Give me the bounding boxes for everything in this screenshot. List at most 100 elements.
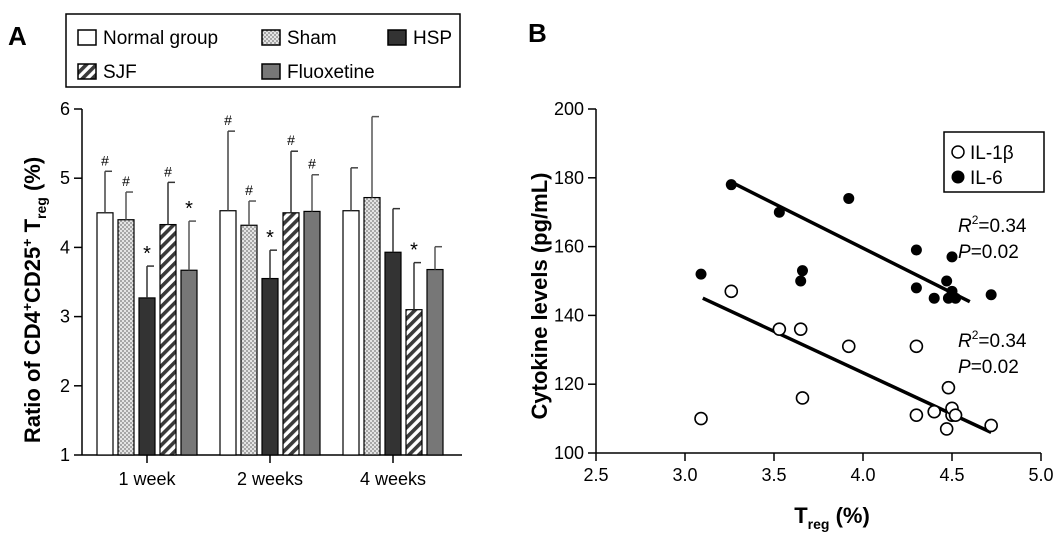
significance-mark: #	[122, 173, 130, 189]
legend-marker-open-circle	[951, 145, 965, 159]
significance-mark: #	[164, 163, 172, 179]
bar-fluoxetine	[426, 268, 444, 456]
legend-item-hsp: HSP	[387, 28, 452, 49]
y-tick-label: 4	[60, 237, 70, 257]
legend-label: SJF	[103, 62, 137, 83]
il-6-point	[795, 275, 807, 287]
legend-item-sham: Sham	[261, 28, 337, 49]
il-6-point	[928, 292, 940, 304]
panel-a-y-axis-label: Ratio of CD4+CD25+ Treg (%)	[19, 157, 49, 443]
legend-label: Normal group	[103, 28, 218, 49]
panel-b-plot	[694, 179, 998, 436]
panel-b-x-axis-label: Treg (%)	[794, 503, 870, 532]
il-1b-point	[939, 422, 954, 436]
bar-sjf	[159, 223, 177, 456]
il-6-point	[950, 292, 962, 304]
il-6-fit-annotation: R2=0.34 P=0.02	[958, 213, 1027, 263]
legend-item-normal-group: Normal group	[77, 28, 218, 49]
il-1b-point	[984, 418, 998, 433]
r-squared-label: R2=0.34	[958, 213, 1027, 237]
x-tick-label: 1 week	[118, 469, 176, 489]
panel-a-label: A	[8, 21, 27, 51]
bar-normal-group	[96, 212, 114, 456]
il-6-point	[695, 268, 707, 280]
il-6-regression-line	[728, 179, 971, 304]
y-tick-label: 120	[554, 374, 584, 394]
il-6-point	[773, 206, 785, 218]
il-1b-point	[772, 322, 787, 336]
legend-label: HSP	[413, 28, 452, 49]
legend-label: IL-1β	[970, 143, 1014, 164]
il-1b-point	[948, 408, 963, 422]
bar-normal-group	[219, 210, 237, 456]
il-6-point	[985, 289, 997, 301]
significance-mark: #	[287, 132, 295, 148]
x-tick-label: 4.5	[939, 465, 964, 485]
legend-swatch	[261, 63, 281, 80]
y-tick-label: 100	[554, 443, 584, 463]
panel-b-axes: 100 120 140 160 180 200 2.5 3.0 3.5 4.0 4.5 5.0	[554, 99, 1054, 485]
y-tick-label: 1	[60, 445, 70, 465]
significance-mark: *	[143, 243, 151, 265]
y-tick-label: 3	[60, 307, 70, 327]
il-1b-point	[927, 404, 942, 419]
r-squared-label: R2=0.34	[958, 328, 1027, 352]
bar-fluoxetine	[303, 210, 321, 456]
y-tick-label: 6	[60, 99, 70, 119]
bar-fluoxetine	[180, 269, 198, 456]
x-tick-label: 4 weeks	[360, 469, 426, 489]
legend-swatch	[77, 63, 97, 80]
legend-label: Sham	[287, 28, 337, 49]
bar-sjf	[405, 309, 423, 456]
y-tick-label: 160	[554, 237, 584, 257]
il-6-point	[941, 275, 953, 287]
significance-mark: #	[224, 112, 232, 128]
p-value-label: P=0.02	[958, 357, 1019, 378]
y-tick-label: 2	[60, 376, 70, 396]
panel-a-legend: Normal group Sham HSP SJF Fluoxetine	[65, 13, 461, 88]
il-1b-point	[795, 391, 810, 405]
legend-item-il-6: IL-6	[951, 168, 1003, 189]
legend-swatch	[387, 29, 407, 46]
il-6-point	[843, 192, 855, 204]
il-1b-point	[909, 408, 924, 422]
panel-a-bars: # # * # * # # * # # *	[96, 112, 444, 456]
il-1b-point	[694, 411, 708, 426]
significance-mark: #	[101, 152, 109, 168]
il-6-point	[910, 244, 922, 256]
panel-b-label: B	[528, 18, 547, 48]
significance-mark: *	[266, 227, 274, 249]
il-1b-point	[793, 322, 808, 336]
x-tick-label: 4.0	[850, 465, 875, 485]
il-6-point	[796, 265, 808, 277]
x-tick-label: 3.0	[672, 465, 697, 485]
significance-mark: #	[245, 182, 253, 198]
legend-label: Fluoxetine	[287, 62, 375, 83]
il-1b-point	[909, 339, 924, 354]
il-1b-regression-line	[702, 296, 992, 434]
bar-sjf	[282, 212, 300, 456]
bar-sham	[363, 196, 381, 456]
legend-swatch	[77, 29, 97, 46]
legend-item-fluoxetine: Fluoxetine	[261, 62, 375, 83]
il-6-point	[910, 282, 922, 294]
il-6-point	[946, 251, 958, 263]
legend-item-il-1b: IL-1β	[951, 143, 1014, 164]
il-1b-point	[841, 339, 856, 354]
p-value-label: P=0.02	[958, 242, 1019, 263]
x-tick-label: 3.5	[761, 465, 786, 485]
legend-item-sjf: SJF	[77, 62, 137, 83]
il-1b-fit-annotation: R2=0.34 P=0.02	[958, 328, 1027, 378]
bar-sham	[117, 219, 135, 456]
panel-b-legend: IL-1β IL-6	[943, 131, 1045, 193]
bar-sham	[240, 224, 258, 456]
y-tick-label: 140	[554, 305, 584, 325]
significance-mark: #	[308, 156, 316, 172]
il-1b-point	[724, 284, 739, 299]
legend-swatch	[261, 29, 281, 46]
y-tick-label: 180	[554, 168, 584, 188]
y-tick-label: 5	[60, 168, 70, 188]
legend-label: IL-6	[970, 168, 1003, 189]
x-tick-label: 5.0	[1028, 465, 1053, 485]
